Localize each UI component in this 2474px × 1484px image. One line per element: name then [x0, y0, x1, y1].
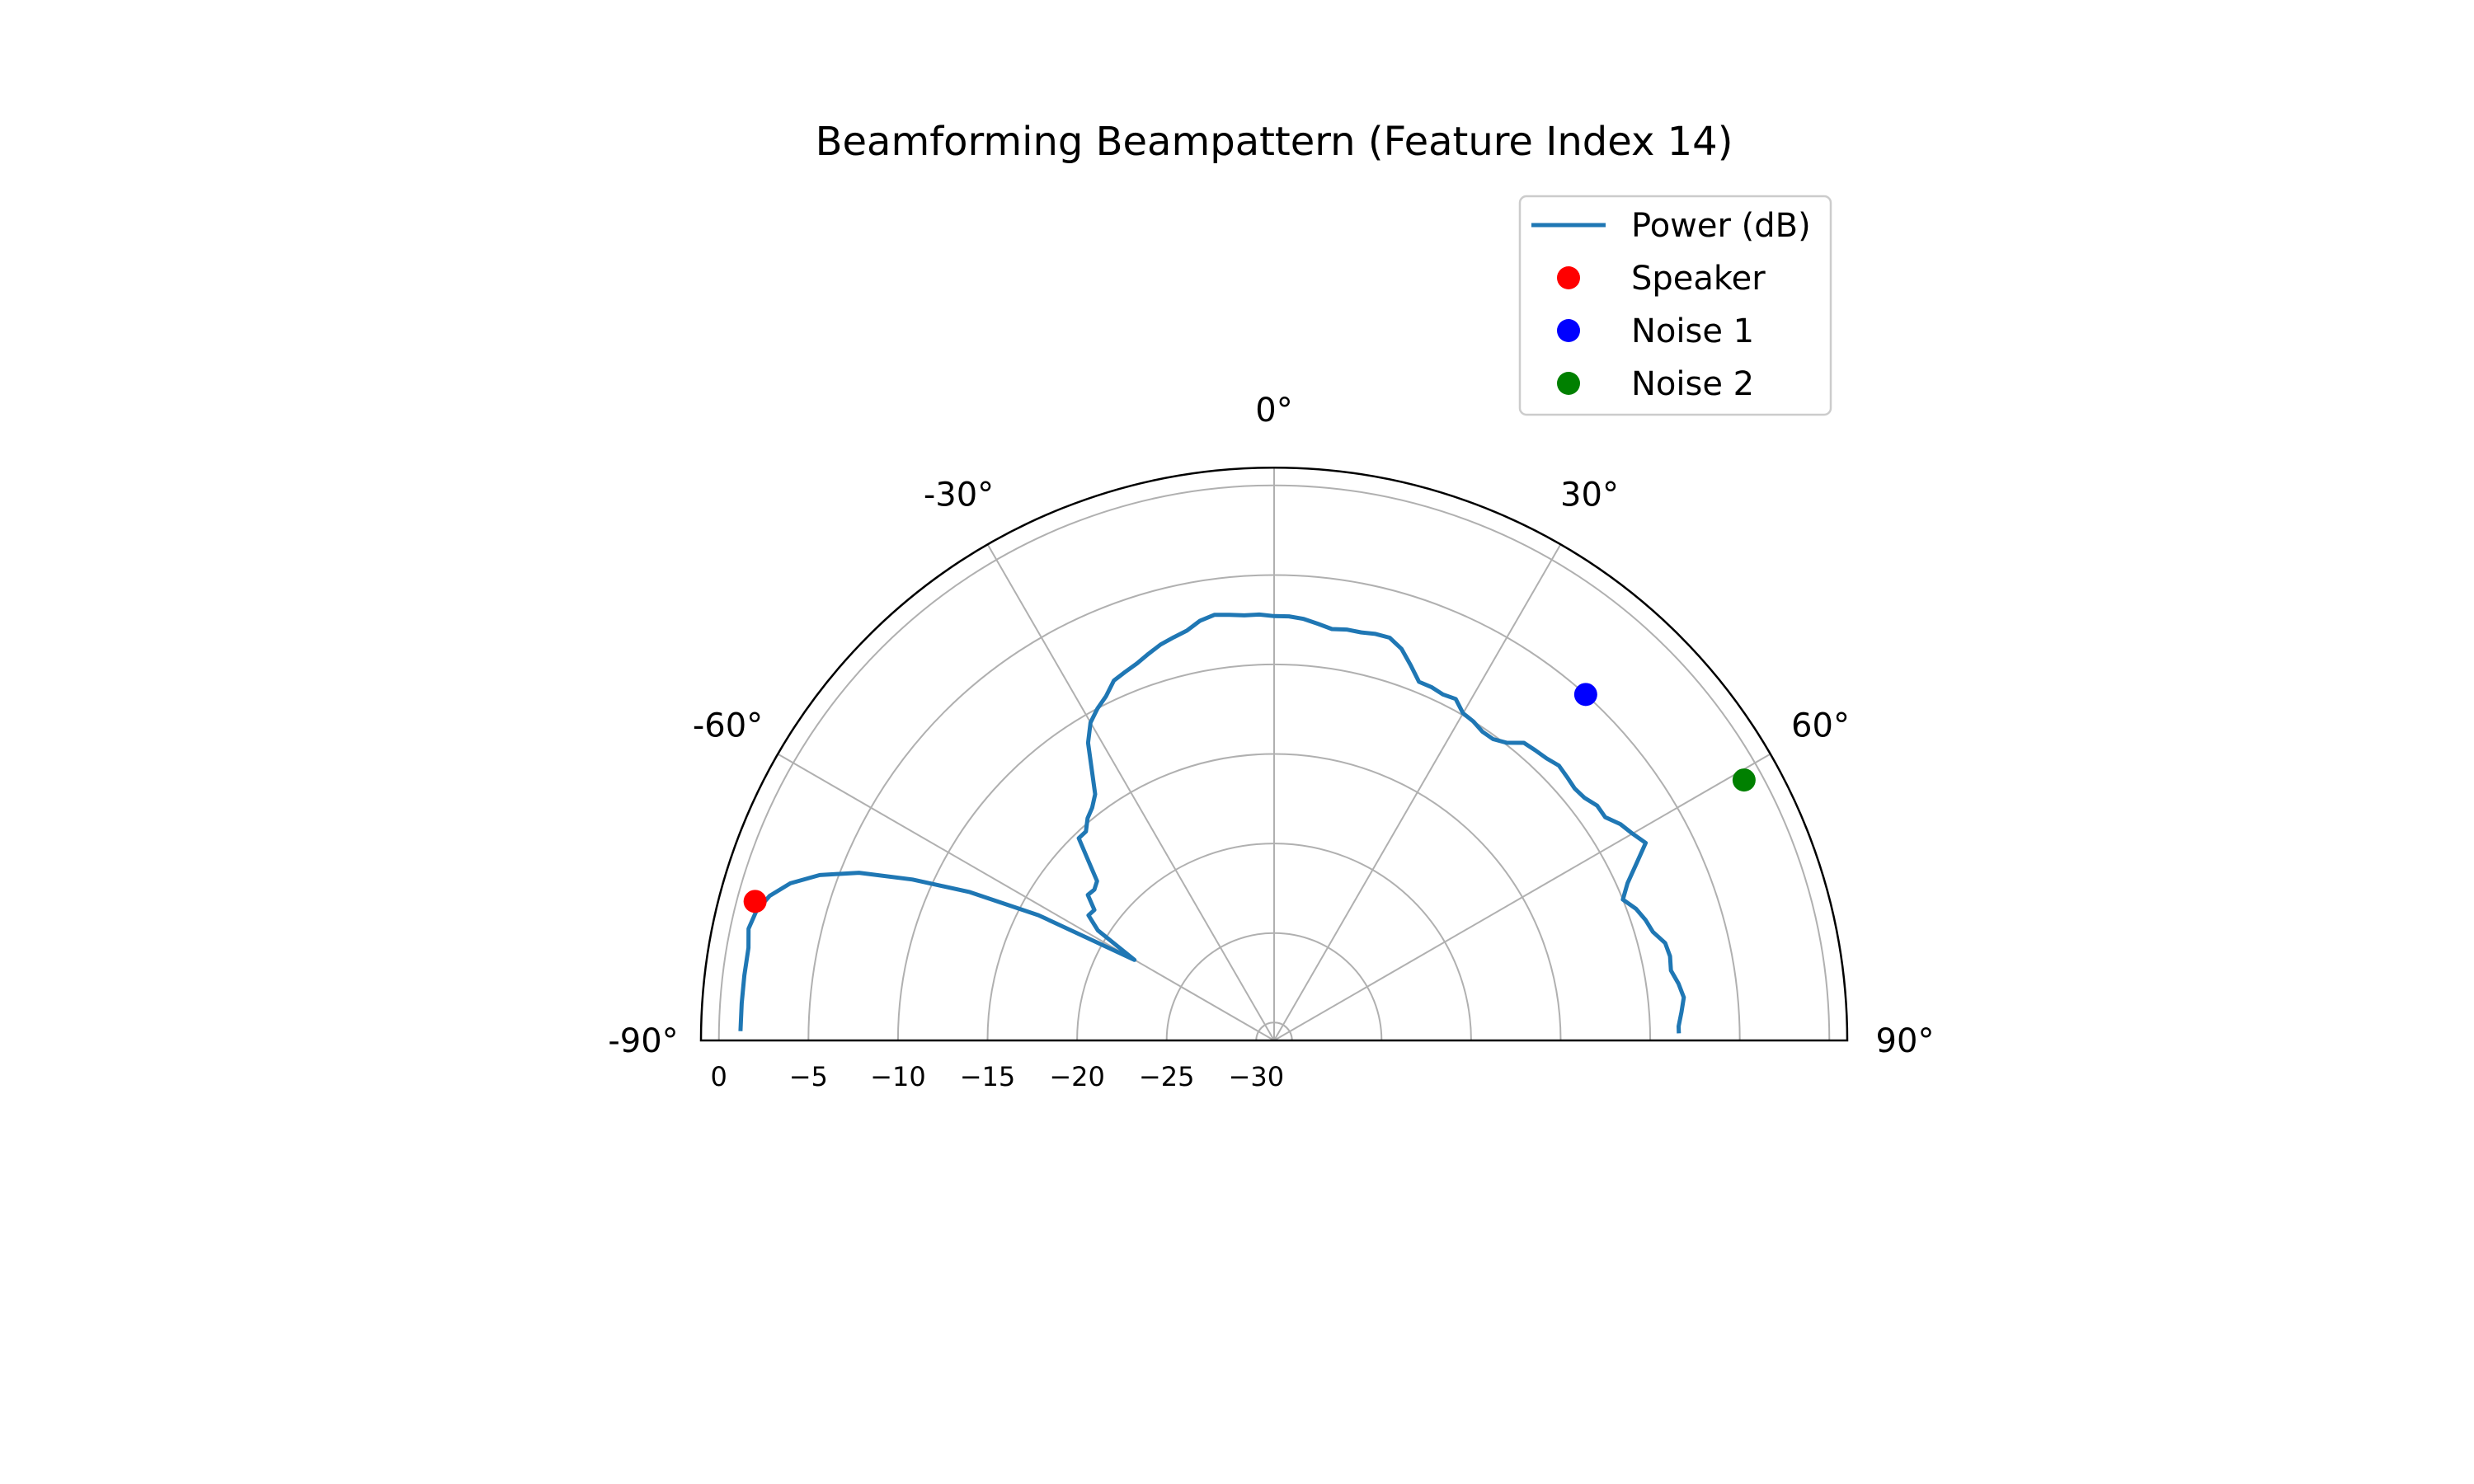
marker-speaker [743, 890, 767, 913]
axis-labels: -90° -60° -30° 0° 30° 60° 90° 0 −5 −10 −15 −20 −25 −3… [608, 392, 1934, 1092]
legend-box [1518, 195, 1832, 416]
legend: Power (dB) Speaker Noise 1 Noise 2 [1518, 195, 1832, 416]
r-tick-label: −10 [870, 1061, 926, 1092]
power-curve [738, 612, 1686, 1034]
marker-noise-2 [1732, 768, 1756, 792]
theta-tick-label: 60° [1791, 707, 1850, 745]
polar-grid [699, 466, 1849, 1042]
legend-label: Power (dB) [1631, 207, 1811, 245]
legend-label: Noise 1 [1631, 312, 1754, 350]
angular-gridline [1273, 753, 1771, 1041]
theta-tick-label: -30° [924, 476, 994, 514]
theta-tick-label: 90° [1876, 1022, 1935, 1060]
angular-gridline [777, 753, 1275, 1041]
r-tick-label: −15 [960, 1061, 1016, 1092]
polar-frame [699, 466, 1849, 1042]
chart-title: Beamforming Beampattern (Feature Index 1… [816, 119, 1733, 165]
legend-dot-swatch [1557, 372, 1580, 395]
r-tick-label: 0 [711, 1061, 727, 1092]
marker-noise-1 [1573, 683, 1597, 707]
theta-tick-label: 0° [1255, 392, 1292, 430]
theta-tick-label: -90° [608, 1022, 678, 1060]
legend-dot-swatch [1557, 319, 1580, 342]
plot-area [738, 612, 1756, 1034]
r-tick-label: −30 [1229, 1061, 1285, 1092]
legend-label: Noise 2 [1631, 365, 1754, 403]
theta-tick-label: -60° [693, 707, 763, 745]
angular-gridline [986, 543, 1275, 1041]
legend-dot-swatch [1557, 266, 1580, 289]
r-tick-label: −5 [789, 1061, 828, 1092]
angular-gridline [1273, 543, 1562, 1041]
legend-label: Speaker [1631, 260, 1766, 298]
theta-tick-label: 30° [1560, 476, 1619, 514]
r-tick-label: −25 [1139, 1061, 1195, 1092]
r-tick-label: −20 [1049, 1061, 1105, 1092]
